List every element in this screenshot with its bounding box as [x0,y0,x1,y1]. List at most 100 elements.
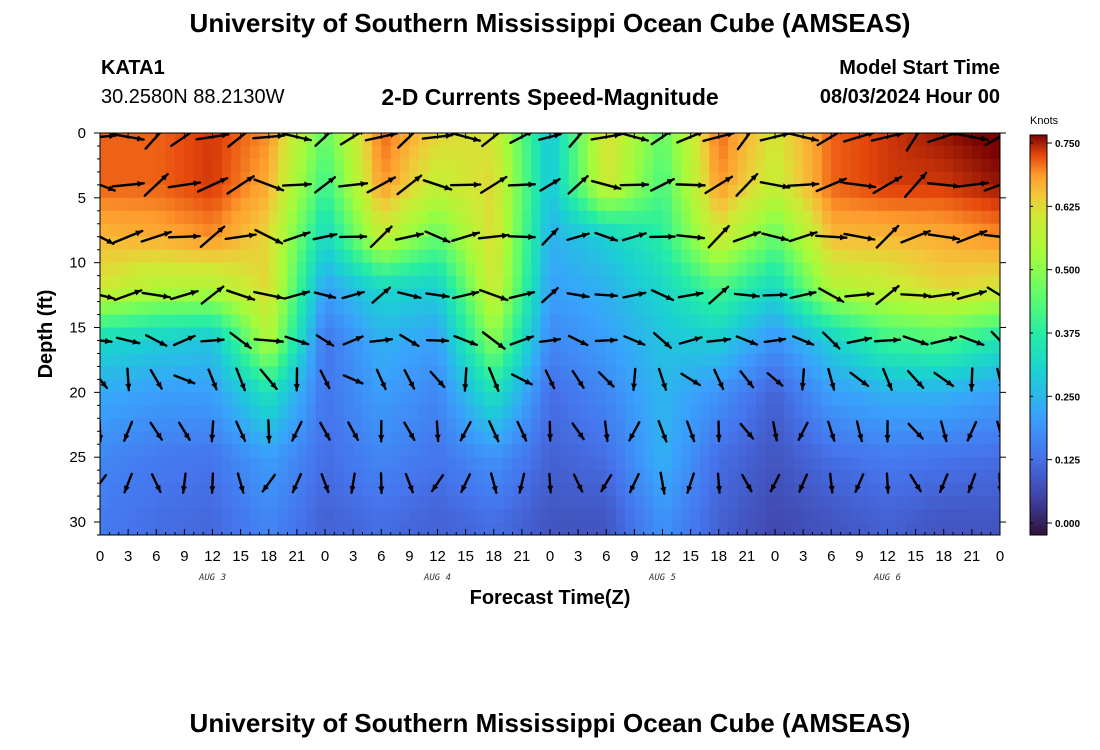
heatmap-cell [634,340,645,355]
heatmap-cell [990,509,1000,523]
heatmap-cell [971,327,982,342]
heatmap-cell [184,340,195,355]
heatmap-cell [887,353,898,368]
heatmap-cell [681,431,692,445]
x-tick-label: 18 [260,548,277,565]
heatmap-cell [212,223,223,238]
heatmap-cell [746,457,757,471]
heatmap-cell [587,509,598,523]
heatmap-cell [578,249,589,264]
heatmap-cell [146,444,157,458]
heatmap-cell [212,249,223,264]
heatmap-cell [306,184,317,199]
heatmap-cell [400,353,410,368]
heatmap-cell [165,418,176,432]
heatmap-cell [625,522,635,535]
heatmap-cell [943,158,954,173]
heatmap-cell [203,133,214,147]
heatmap-cell [128,171,139,186]
heatmap-cell [484,366,495,380]
heatmap-cell [653,353,664,368]
heatmap-cell [803,249,814,264]
current-vector [933,371,955,388]
heatmap-cell [531,158,542,173]
heatmap-cell [878,522,889,535]
heatmap-cell [962,522,973,535]
heatmap-cell [156,522,167,535]
heatmap-cell [475,405,485,419]
heatmap-cell [550,431,560,445]
colorbar-tick-label: 0.125 [1055,456,1080,467]
heatmap-cell [878,133,889,147]
heatmap-cell [175,353,185,368]
heatmap-cell [859,522,870,535]
current-vector [449,181,482,188]
heatmap-cell [868,392,879,406]
heatmap-cell [118,509,129,523]
heatmap-cell [756,197,767,212]
current-vector [792,335,815,346]
heatmap-cell [737,314,748,329]
heatmap-cell [943,405,954,419]
heatmap-cell [728,158,739,173]
heatmap-cell [868,418,879,432]
heatmap-cell [428,509,439,523]
heatmap-cell [868,379,879,393]
heatmap-cell [784,301,795,316]
heatmap-cell [765,223,776,238]
heatmap-cell [521,405,532,419]
heatmap-cell [343,366,354,380]
heatmap-cell [962,158,973,173]
heatmap-cell [325,418,335,432]
heatmap-cell [718,496,729,510]
heatmap-cell [221,431,232,445]
heatmap-cell [671,184,682,199]
heatmap-cell [278,444,289,458]
heatmap-cell [700,353,710,368]
heatmap-cell [746,145,757,160]
heatmap-cell [671,314,682,329]
heatmap-cell [634,496,645,510]
heatmap-cell [484,470,495,484]
heatmap-cell [437,444,448,458]
heatmap-cell [428,223,439,238]
heatmap-cell [925,353,935,368]
heatmap-cell [746,301,757,316]
heatmap-cell [840,197,851,212]
current-vector [342,335,364,346]
heatmap-cell [953,392,964,406]
heatmap-cell [343,405,354,419]
heatmap-cell [981,470,992,484]
heatmap-cell [240,340,251,355]
heatmap-cell [915,275,926,290]
heatmap-cell [793,483,804,497]
heatmap-cell [737,483,748,497]
heatmap-cell [325,392,335,406]
heatmap-cell [240,288,251,303]
heatmap-cell [990,197,1000,212]
heatmap-cell [418,275,429,290]
heatmap-cell [596,496,607,510]
heatmap-cell [868,288,879,303]
current-vector [567,174,589,195]
heatmap-cell [728,275,739,290]
heatmap-cell [296,353,307,368]
heatmap-cell [212,444,223,458]
heatmap-cell [221,158,232,173]
heatmap-cell [325,197,335,212]
heatmap-cell [446,197,457,212]
heatmap-cell [240,327,251,342]
heatmap-cell [850,470,860,484]
heatmap-cell [521,327,532,342]
heatmap-cell [990,340,1000,355]
heatmap-cell [568,301,579,316]
heatmap-cell [896,457,907,471]
heatmap-cell [362,496,373,510]
heatmap-cell [296,133,307,147]
heatmap-cell [634,223,645,238]
heatmap-cell [953,301,964,316]
heatmap-cell [315,353,326,368]
heatmap-cell [793,223,804,238]
heatmap-cell [728,171,739,186]
heatmap-cell [203,262,214,277]
